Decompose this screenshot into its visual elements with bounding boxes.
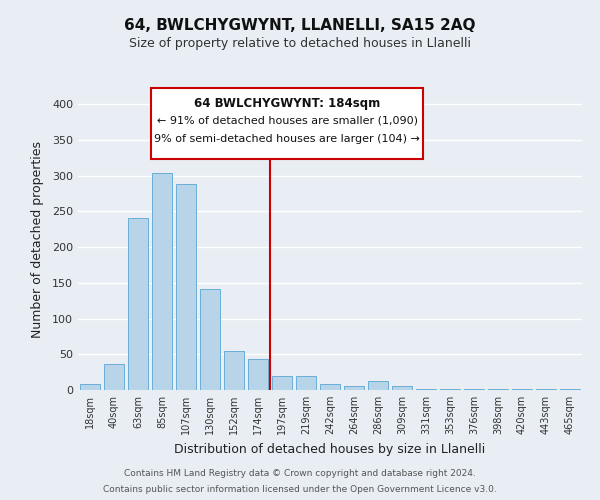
Bar — [440, 388, 460, 390]
Bar — [248, 360, 268, 390]
Bar — [176, 184, 196, 390]
Bar — [272, 376, 292, 390]
Bar — [152, 173, 172, 390]
X-axis label: Distribution of detached houses by size in Llanelli: Distribution of detached houses by size … — [175, 442, 485, 456]
Bar — [104, 364, 124, 390]
Bar — [320, 384, 340, 390]
Bar — [200, 288, 220, 390]
Bar — [368, 380, 388, 390]
Bar — [416, 388, 436, 390]
Text: 9% of semi-detached houses are larger (104) →: 9% of semi-detached houses are larger (1… — [154, 134, 420, 144]
Bar — [296, 376, 316, 390]
Bar — [224, 350, 244, 390]
Bar — [80, 384, 100, 390]
Bar — [392, 386, 412, 390]
Y-axis label: Number of detached properties: Number of detached properties — [31, 142, 44, 338]
FancyBboxPatch shape — [151, 88, 423, 159]
Bar — [344, 386, 364, 390]
Bar — [128, 218, 148, 390]
Text: Size of property relative to detached houses in Llanelli: Size of property relative to detached ho… — [129, 38, 471, 51]
Text: ← 91% of detached houses are smaller (1,090): ← 91% of detached houses are smaller (1,… — [157, 116, 418, 126]
Text: Contains public sector information licensed under the Open Government Licence v3: Contains public sector information licen… — [103, 485, 497, 494]
Text: 64 BWLCHYGWYNT: 184sqm: 64 BWLCHYGWYNT: 184sqm — [194, 98, 380, 110]
Text: 64, BWLCHYGWYNT, LLANELLI, SA15 2AQ: 64, BWLCHYGWYNT, LLANELLI, SA15 2AQ — [124, 18, 476, 32]
Text: Contains HM Land Registry data © Crown copyright and database right 2024.: Contains HM Land Registry data © Crown c… — [124, 468, 476, 477]
